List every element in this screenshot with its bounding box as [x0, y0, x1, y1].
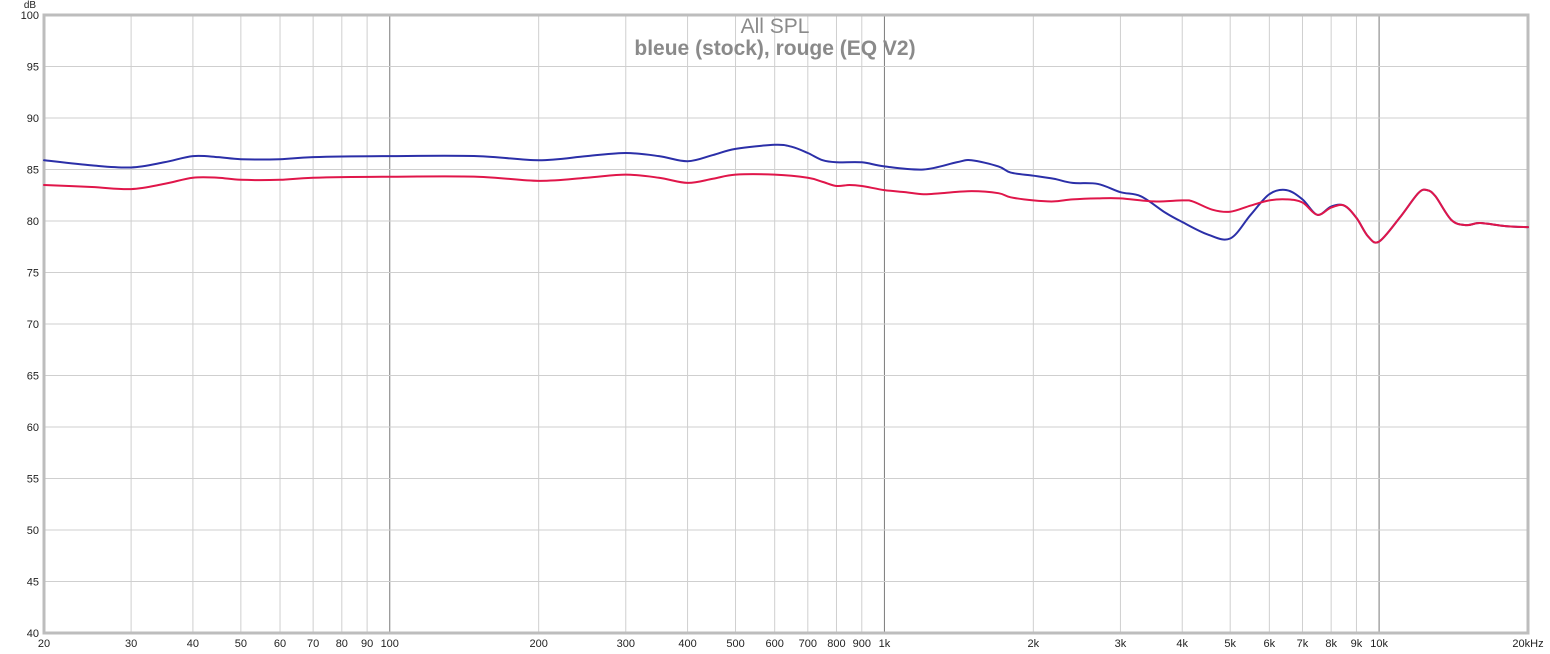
x-tick-label: 10k [1370, 638, 1388, 650]
x-tick-label: 70 [307, 638, 319, 650]
x-tick-label: 500 [726, 638, 744, 650]
x-tick-label: 6k [1264, 638, 1276, 650]
chart-title: All SPL [741, 15, 810, 38]
y-tick-label: 55 [27, 474, 39, 486]
y-tick-label: 85 [27, 165, 39, 177]
series-group [43, 143, 1529, 244]
y-tick-label: 90 [27, 113, 39, 125]
x-tick-label: 700 [799, 638, 817, 650]
series-line-red [43, 173, 1529, 244]
y-tick-label: 100 [21, 10, 39, 22]
x-tick-label: 30 [125, 638, 137, 650]
x-tick-label: 200 [529, 638, 547, 650]
tick-labels: 40 45 50 55 60 65 70 75 80 85 90 95 100 20 30 40 50 60 70 8… [21, 10, 1544, 650]
x-tick-label: 3k [1115, 638, 1127, 650]
y-tick-label: 70 [27, 319, 39, 331]
y-tick-label: 40 [27, 628, 39, 640]
y-tick-label: 45 [27, 577, 39, 589]
x-tick-label: 2k [1028, 638, 1040, 650]
x-tick-label: 50 [235, 638, 247, 650]
plot-frame [42, 13, 1530, 635]
x-tick-label: 300 [617, 638, 635, 650]
x-tick-label: 20kHz [1512, 638, 1543, 650]
x-tick-label: 60 [274, 638, 286, 650]
series-line-blue [43, 143, 1529, 244]
y-tick-label: 80 [27, 216, 39, 228]
x-tick-label: 9k [1351, 638, 1363, 650]
x-tick-label: 20 [38, 638, 50, 650]
chart-subtitle: bleue (stock), rouge (EQ V2) [634, 37, 915, 60]
y-tick-label: 95 [27, 62, 39, 74]
x-tick-label: 600 [766, 638, 784, 650]
x-tick-label: 80 [336, 638, 348, 650]
y-axis-label: dB [24, 0, 37, 11]
x-tick-label: 7k [1297, 638, 1309, 650]
y-tick-label: 65 [27, 371, 39, 383]
x-tick-label: 4k [1176, 638, 1188, 650]
y-tick-label: 50 [27, 525, 39, 537]
y-tick-label: 75 [27, 268, 39, 280]
x-tick-label: 400 [678, 638, 696, 650]
x-tick-label: 40 [187, 638, 199, 650]
x-tick-label: 1k [879, 638, 891, 650]
x-tick-label: 5k [1224, 638, 1236, 650]
x-tick-label: 90 [361, 638, 373, 650]
grid [44, 15, 1528, 633]
x-tick-label: 800 [827, 638, 845, 650]
y-tick-label: 60 [27, 422, 39, 434]
x-tick-label: 8k [1325, 638, 1337, 650]
x-tick-label: 100 [381, 638, 399, 650]
x-tick-label: 900 [853, 638, 871, 650]
